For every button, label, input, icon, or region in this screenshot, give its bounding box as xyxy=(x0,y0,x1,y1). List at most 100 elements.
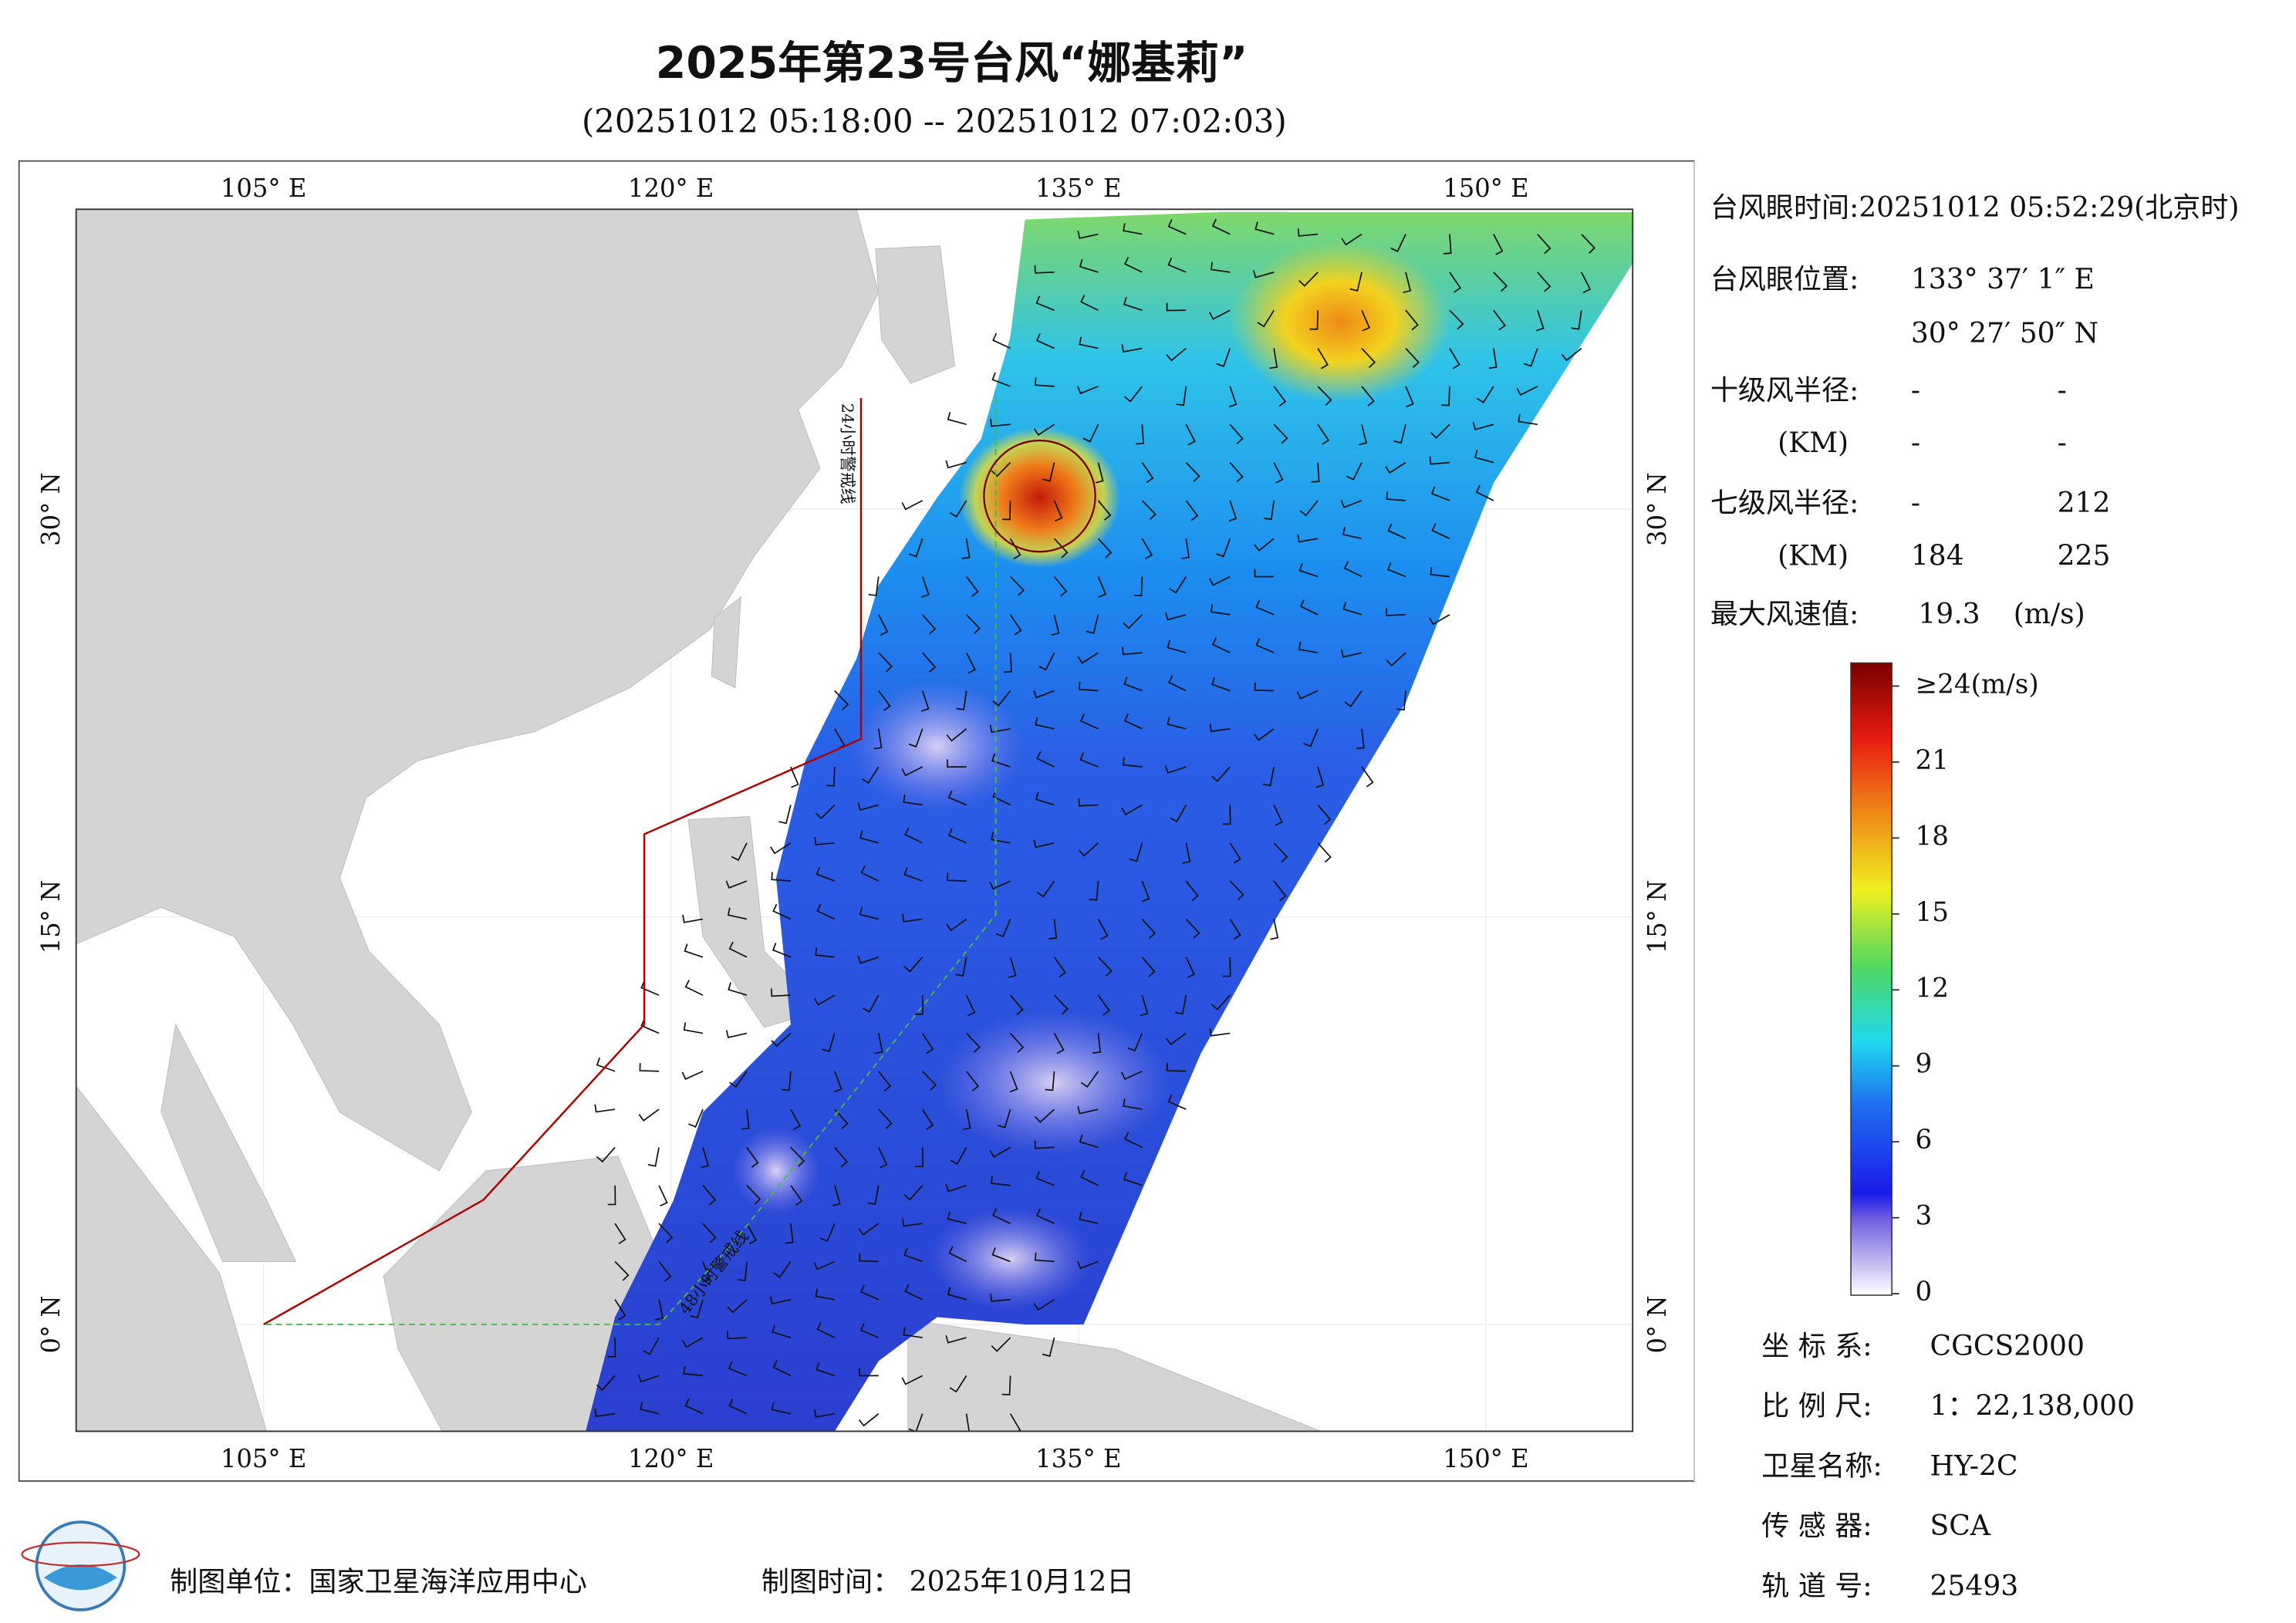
wind-barb xyxy=(908,1413,923,1432)
wind-barb xyxy=(640,1402,660,1415)
wind-barb xyxy=(1273,462,1284,484)
wind-barb xyxy=(819,1223,836,1242)
wind-barb xyxy=(637,1374,660,1383)
wind-barb xyxy=(1141,538,1153,560)
wind-barb xyxy=(1097,538,1113,558)
wind-barb xyxy=(991,1247,1011,1263)
radius-label: 七级风半径: xyxy=(1710,487,1859,519)
wind-barb xyxy=(1166,1063,1187,1072)
eye-time: 台风眼时间:20251012 05:52:29(北京时) xyxy=(1710,191,2240,224)
wind-barb xyxy=(966,614,981,635)
meta-table: 坐 标 系: CGCS2000 比 例 尺: 1：22,138,000 卫星名称: HY-… xyxy=(1761,1330,2135,1602)
wind-barb xyxy=(1038,652,1055,671)
wind-barb xyxy=(947,411,967,426)
wind-barb xyxy=(770,842,792,855)
wind-barb xyxy=(607,1185,616,1206)
max-wind-label: 最大风速值: xyxy=(1710,598,1859,630)
wind-barb xyxy=(921,1032,934,1054)
wind-barb xyxy=(1008,957,1017,979)
wind-barb xyxy=(1296,690,1319,700)
wind-barb xyxy=(658,1223,674,1243)
wind-barb xyxy=(1089,881,1099,901)
warning-line-24h xyxy=(263,398,863,1326)
wind-barb xyxy=(1121,804,1143,816)
wind-barb xyxy=(965,652,976,674)
wind-barb xyxy=(1263,500,1275,521)
wind-barb xyxy=(1092,1033,1102,1054)
wind-barb xyxy=(1361,309,1371,332)
wind-barb xyxy=(867,1185,880,1205)
colorbar-label: 0 xyxy=(1916,1277,1933,1308)
wind-barb xyxy=(991,753,1011,768)
wind-barb xyxy=(1121,1070,1143,1081)
wind-barb xyxy=(1210,994,1231,1011)
wind-barb xyxy=(945,1183,967,1193)
eye-lat: 30° 27′ 50″ N xyxy=(1911,317,2098,349)
wind-barb xyxy=(815,947,835,958)
wind-barb xyxy=(1298,563,1319,578)
wind-barb xyxy=(772,903,792,920)
wind-barb xyxy=(1387,523,1406,539)
wind-barb xyxy=(1166,302,1187,312)
wind-barb xyxy=(1273,880,1287,902)
wind-barb xyxy=(728,982,748,996)
wind-barb xyxy=(1079,336,1099,349)
wind-barb xyxy=(1123,296,1143,312)
lat-label-right: 30° N xyxy=(1643,472,1672,546)
wind-barb xyxy=(857,955,880,964)
wind-barb xyxy=(1133,576,1143,597)
wind-barb xyxy=(834,1108,849,1129)
wind-barb xyxy=(1390,234,1406,252)
wind-barb xyxy=(878,614,889,636)
wind-barb xyxy=(921,1108,934,1130)
wind-barb xyxy=(1396,690,1406,710)
wind-barb xyxy=(688,1108,704,1128)
wind-barb xyxy=(1361,766,1374,788)
wind-barb xyxy=(903,1327,923,1338)
wind-barb xyxy=(790,766,799,788)
wind-barb xyxy=(1342,601,1362,616)
wind-barb xyxy=(1001,1375,1011,1395)
wind-barb xyxy=(991,1176,1011,1186)
lon-label-top: 120° E xyxy=(628,174,714,203)
wind-barb xyxy=(834,1146,848,1168)
wind-barb xyxy=(1443,234,1452,255)
wind-barb xyxy=(903,957,923,973)
wind-barb xyxy=(1035,791,1055,806)
wind-barb xyxy=(1009,1032,1025,1053)
wind-barb xyxy=(1035,1252,1055,1263)
wind-barb xyxy=(915,1147,923,1168)
wind-barb xyxy=(1341,649,1362,658)
wind-barb xyxy=(860,1284,880,1301)
lat-label-left: 15° N xyxy=(36,880,66,954)
wind-barb xyxy=(1097,576,1107,598)
wind-barb xyxy=(1386,652,1406,666)
wind-barb xyxy=(771,872,791,882)
wind-barb xyxy=(1080,1169,1099,1186)
wind-barb xyxy=(1127,1033,1143,1052)
wind-barb xyxy=(1079,752,1099,768)
wind-barb xyxy=(1257,309,1275,328)
wind-barb xyxy=(1009,1413,1021,1432)
wind-barb xyxy=(1097,994,1111,1016)
wind-barb xyxy=(949,500,967,518)
wind-barb xyxy=(1036,880,1055,898)
wind-barb xyxy=(684,980,704,996)
wind-barb xyxy=(1078,681,1099,692)
wind-barb xyxy=(1123,614,1143,629)
meta-value: 1：22,138,000 xyxy=(1930,1390,2135,1422)
wind-barb xyxy=(1009,575,1025,596)
wind-barb xyxy=(1079,258,1099,273)
colorbar-label: 15 xyxy=(1916,897,1949,928)
wind-barb xyxy=(859,906,879,920)
wind-barb xyxy=(1123,714,1143,730)
wind-barb xyxy=(1315,766,1325,788)
wind-barb xyxy=(1475,484,1494,501)
wind-barb xyxy=(738,1261,748,1281)
wind-barb xyxy=(1431,523,1450,539)
wind-barb xyxy=(1185,880,1199,902)
wind-barb xyxy=(902,913,923,923)
wind-barb xyxy=(878,1147,888,1169)
wind-barb xyxy=(1033,839,1055,849)
wind-barb xyxy=(614,1223,626,1244)
